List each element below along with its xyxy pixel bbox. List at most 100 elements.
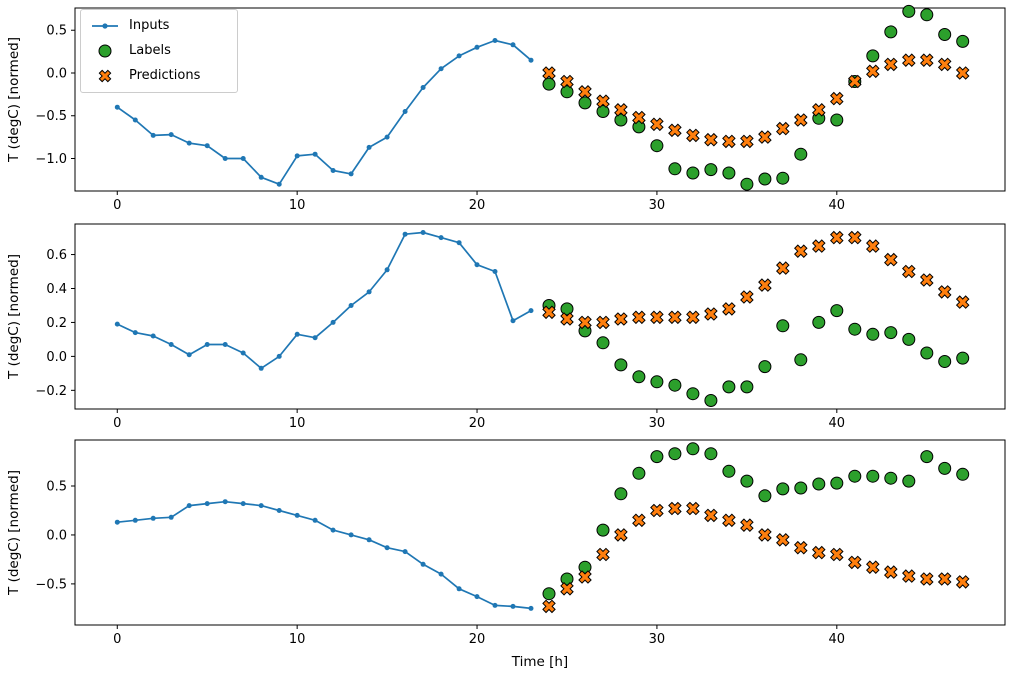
- inputs-point: [186, 503, 192, 509]
- inputs-point: [330, 527, 336, 533]
- label-point: [614, 113, 628, 127]
- prediction-point: [758, 130, 772, 144]
- inputs-point: [240, 501, 246, 507]
- x-axis-label: Time [h]: [511, 654, 568, 670]
- prediction-point: [794, 113, 808, 127]
- inputs-point: [366, 289, 372, 295]
- label-point: [596, 336, 610, 350]
- inputs-point: [420, 230, 426, 235]
- label-point: [668, 447, 682, 461]
- y-tick-label: 0.6: [46, 248, 67, 263]
- label-point: [776, 171, 790, 185]
- y-tick-label: −0.5: [35, 577, 67, 592]
- series-labels: [542, 299, 970, 407]
- series-inputs: [114, 38, 534, 187]
- inputs-point: [168, 132, 174, 138]
- x-ticks: 0 10 20 30 40: [113, 409, 845, 431]
- inputs-point: [132, 330, 138, 336]
- y-axis-label: T (degC) [normed]: [6, 470, 22, 596]
- prediction-point: [560, 582, 574, 596]
- prediction-point: [578, 85, 592, 99]
- label-point: [740, 474, 754, 488]
- label-point: [866, 469, 880, 483]
- y-axis-label: T (degC) [normed]: [6, 254, 22, 380]
- inputs-point: [168, 342, 174, 347]
- inputs-point: [258, 365, 264, 371]
- prediction-point: [920, 53, 934, 67]
- x-tick-label: 40: [829, 632, 846, 647]
- inputs-point: [114, 104, 120, 110]
- label-point: [920, 346, 934, 360]
- x-ticks: 0 10 20 30 40: [113, 625, 845, 647]
- prediction-point: [704, 132, 718, 147]
- legend: Inputs Labels Predictions: [80, 9, 238, 93]
- prediction-point: [937, 572, 952, 586]
- inputs-point: [258, 503, 264, 509]
- inputs-point: [276, 181, 282, 187]
- prediction-point: [740, 134, 754, 149]
- y-tick-label: 0.0: [46, 66, 67, 81]
- label-point: [740, 177, 754, 191]
- subplot-top: 0 10 20 30 40 0.5 0.0 −0.5 −1.0 T (degC) [normed]: [6, 4, 1006, 213]
- label-point: [938, 355, 952, 368]
- series-predictions: [542, 501, 970, 614]
- inputs-point: [150, 515, 156, 521]
- label-point: [686, 166, 700, 180]
- label-point: [866, 327, 880, 341]
- y-tick-label: −1.0: [35, 152, 67, 167]
- prediction-point: [955, 66, 970, 80]
- prediction-point: [776, 121, 790, 136]
- label-point: [650, 450, 664, 464]
- label-point: [830, 113, 844, 127]
- legend-label-inputs: Inputs: [129, 18, 170, 33]
- prediction-point: [955, 575, 970, 589]
- inputs-point: [204, 501, 210, 507]
- inputs-point: [276, 508, 282, 513]
- inputs-point: [420, 85, 426, 90]
- x-tick-label: 20: [469, 198, 486, 213]
- x-tick-label: 0: [113, 416, 121, 431]
- inputs-point: [330, 319, 336, 325]
- inputs-point: [492, 269, 498, 274]
- label-point: [578, 560, 592, 574]
- label-point: [596, 523, 610, 537]
- label-point: [884, 326, 898, 340]
- x-tick-label: 40: [829, 416, 846, 431]
- prediction-point: [902, 569, 916, 583]
- inputs-point: [294, 512, 300, 518]
- label-point: [704, 447, 718, 461]
- label-point: [650, 375, 664, 389]
- inputs-point: [168, 514, 174, 520]
- inputs-point: [276, 353, 282, 359]
- prediction-point: [812, 239, 826, 253]
- x-tick-label: 30: [649, 416, 666, 431]
- axes-frame: [74, 223, 1006, 410]
- label-point: [830, 476, 844, 490]
- inputs-point: [132, 517, 138, 523]
- label-point: [614, 358, 628, 372]
- x-tick-label: 20: [469, 416, 486, 431]
- prediction-point: [614, 103, 628, 117]
- prediction-point: [578, 570, 592, 584]
- prediction-point: [794, 540, 808, 555]
- label-point: [812, 477, 826, 491]
- label-point: [542, 587, 556, 601]
- series-labels: [542, 442, 970, 601]
- label-point: [884, 25, 898, 39]
- label-point: [956, 351, 970, 365]
- prediction-point: [632, 310, 646, 325]
- label-point: [848, 322, 862, 336]
- label-point: [560, 85, 574, 99]
- prediction-point: [866, 64, 880, 79]
- prediction-point: [776, 533, 790, 547]
- inputs-point: [348, 303, 354, 308]
- label-point: [740, 380, 754, 394]
- y-axis-label: T (degC) [normed]: [6, 37, 22, 163]
- label-point: [902, 4, 916, 18]
- inputs-point: [222, 499, 228, 505]
- label-point: [668, 162, 682, 176]
- prediction-point: [686, 501, 700, 516]
- inputs-line: [117, 500, 532, 610]
- label-point: [704, 163, 718, 177]
- inputs-point: [528, 57, 534, 63]
